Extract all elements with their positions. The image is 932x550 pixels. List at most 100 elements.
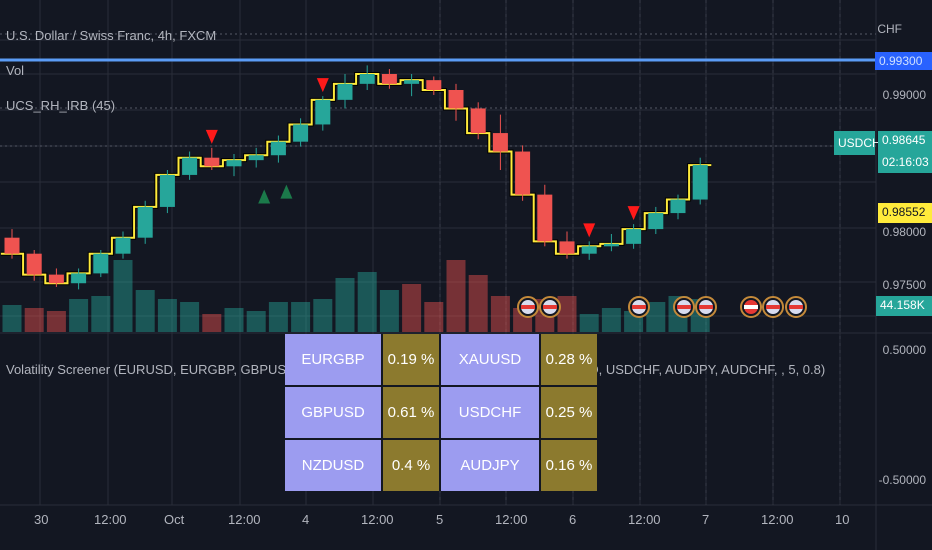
candle-body [670,199,686,214]
candle-body [404,80,420,84]
volume-bar [424,302,444,332]
volume-bar [113,260,133,332]
time-tick: Oct [164,512,185,527]
candle-body [581,246,597,254]
candle-body [648,213,664,230]
candle-body [226,160,242,167]
candle-body [559,241,575,254]
sell-arrow [627,206,640,221]
screener-value: 0.19 % [383,334,439,385]
time-tick: 12:00 [495,512,528,527]
volume-bar [357,272,377,332]
currency-label: CHF [877,22,902,36]
time-tick: 12:00 [761,512,794,527]
time-tick: 10 [835,512,850,527]
candle-body [515,151,531,195]
price-tick: 0.98000 [882,225,926,239]
candle-body [448,90,464,109]
price-tick: 0.97500 [882,278,926,292]
time-tick: 5 [436,512,444,527]
volume-bar [268,302,288,332]
screener-symbol: GBPUSD [285,387,381,438]
candle-body [381,74,397,84]
event-flag-stripe [677,305,691,309]
volume-bar [335,278,355,332]
volume-bar [557,296,577,332]
candle-body [48,274,64,284]
candle-body [204,157,220,167]
sell-arrow [583,223,596,238]
volatility-screener-table: EURGBP 0.19 % XAUUSD 0.28 % GBPUSD 0.61 … [285,334,597,491]
time-tick: 12:00 [628,512,661,527]
screener-symbol: NZDUSD [285,440,381,491]
screener-symbol: XAUUSD [441,334,539,385]
event-flag-stripe [789,305,803,309]
candle-body [603,243,619,247]
volume-bar [24,308,44,332]
candle-body [4,237,20,254]
screener-value: 0.16 % [541,440,597,491]
screener-symbol: EURGBP [285,334,381,385]
candle-body [537,194,553,242]
event-flag-stripe [744,305,758,309]
buy-arrow [280,184,293,199]
volume-bar [379,290,399,332]
indicator-tick: -0.50000 [878,473,926,487]
time-tick: 7 [702,512,710,527]
candle-body [270,141,286,156]
volume-bar [46,311,66,332]
volume-tag: 44.158K [876,296,932,316]
time-tick: 12:00 [361,512,394,527]
volume-bar [468,275,488,332]
candle-body [470,108,486,134]
time-tick: 12:00 [228,512,261,527]
volume-bar [202,314,222,332]
candle-body [93,253,109,274]
blue-level-tag: 0.99300 [875,52,932,70]
candle-body [71,273,87,284]
countdown-tag: 02:16:03 [878,153,932,173]
volume-bar [246,311,266,332]
volume-bar [69,299,89,332]
event-flag-stripe [543,305,557,309]
volume-bar [579,314,599,332]
buy-arrow [258,189,271,204]
sell-arrow [316,78,329,93]
volume-bar [91,296,111,332]
screener-symbol: AUDJPY [441,440,539,491]
time-tick: 30 [34,512,49,527]
candle-body [315,99,331,125]
candle-body [692,165,708,200]
volume-bar [291,302,311,332]
time-tick: 6 [569,512,577,527]
candle-body [359,74,375,84]
event-flag-stripe [521,305,535,309]
volume-bar [446,260,466,332]
symbol-tag: USDCHF [834,131,888,155]
candle-body [115,237,131,254]
screener-value: 0.28 % [541,334,597,385]
candle-body [182,157,198,175]
time-tick: 4 [302,512,310,527]
volume-bar [601,308,621,332]
candle-body [137,206,153,238]
volume-bar [490,296,510,332]
symbol-title: U.S. Dollar / Swiss Franc, 4h, FXCM [6,28,217,43]
candle-body [492,133,508,152]
event-flag-stripe [699,305,713,309]
indicator-tick: 0.50000 [882,343,926,357]
sell-arrow [205,129,218,144]
time-tick: 12:00 [94,512,127,527]
volume-bar [646,302,666,332]
volume-bar [402,284,422,332]
volume-bar [157,299,177,332]
candle-body [426,80,442,90]
volume-bar [313,299,333,332]
volume-legend: Vol [6,63,25,78]
volume-bar [2,305,22,332]
volume-bar [224,308,244,332]
event-flag-stripe [632,305,646,309]
candle-body [248,155,264,161]
candle-body [159,174,175,207]
candle-body [26,253,42,275]
